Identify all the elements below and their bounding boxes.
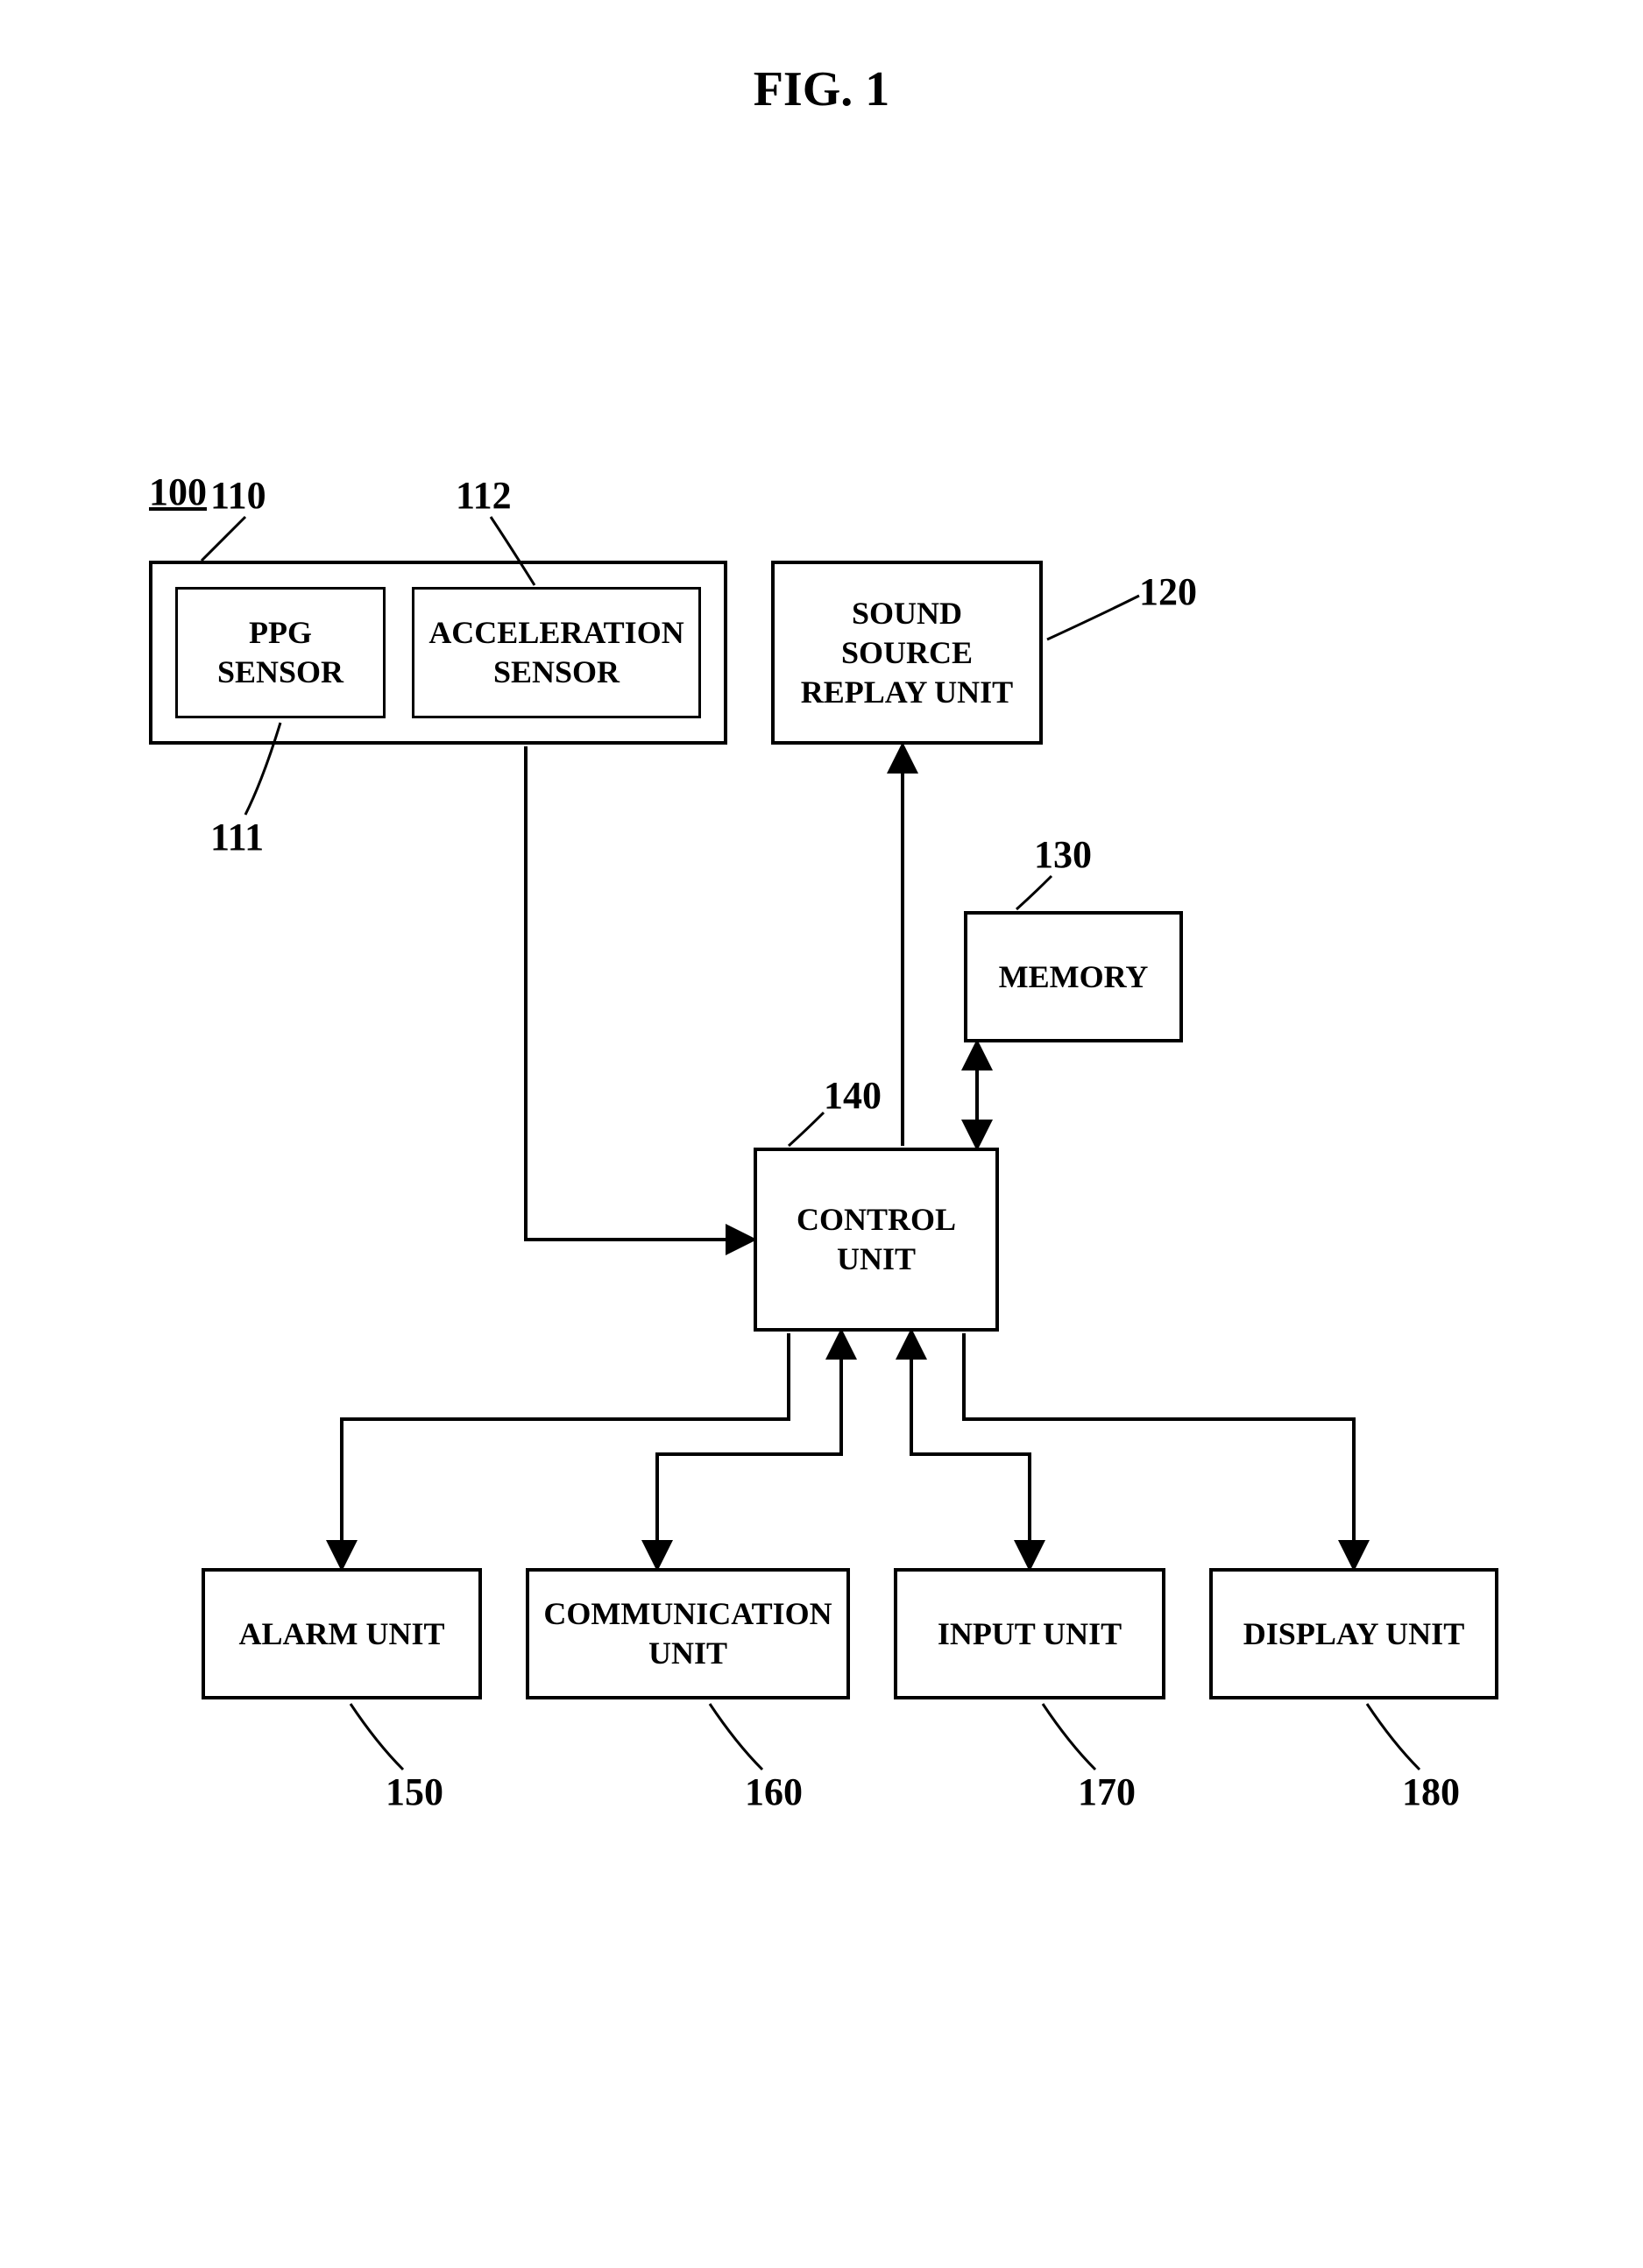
figure-title: FIG. 1 (0, 61, 1643, 117)
page: FIG. 1 100 PPG SENSOR ACCELERATION SENSO… (0, 0, 1643, 2268)
control-unit-box: CONTROL UNIT (754, 1148, 999, 1332)
memory-box: MEMORY (964, 911, 1183, 1042)
ref-140: 140 (824, 1073, 882, 1118)
accel-sensor-box: ACCELERATION SENSOR (412, 587, 701, 718)
display-unit-box: DISPLAY UNIT (1209, 1568, 1498, 1699)
ref-130: 130 (1034, 832, 1092, 877)
connectors-overlay (0, 0, 1643, 2268)
ppg-sensor-box: PPG SENSOR (175, 587, 386, 718)
ref-150: 150 (386, 1770, 443, 1814)
communication-unit-box: COMMUNICATION UNIT (526, 1568, 850, 1699)
ref-160: 160 (745, 1770, 803, 1814)
ref-112: 112 (456, 473, 512, 518)
ref-120: 120 (1139, 569, 1197, 614)
ref-170: 170 (1078, 1770, 1136, 1814)
ref-110: 110 (210, 473, 266, 518)
sound-replay-box: SOUND SOURCE REPLAY UNIT (771, 561, 1043, 745)
input-unit-box: INPUT UNIT (894, 1568, 1165, 1699)
ref-111: 111 (210, 815, 264, 859)
ref-180: 180 (1402, 1770, 1460, 1814)
alarm-unit-box: ALARM UNIT (202, 1568, 482, 1699)
system-ref: 100 (149, 470, 207, 514)
